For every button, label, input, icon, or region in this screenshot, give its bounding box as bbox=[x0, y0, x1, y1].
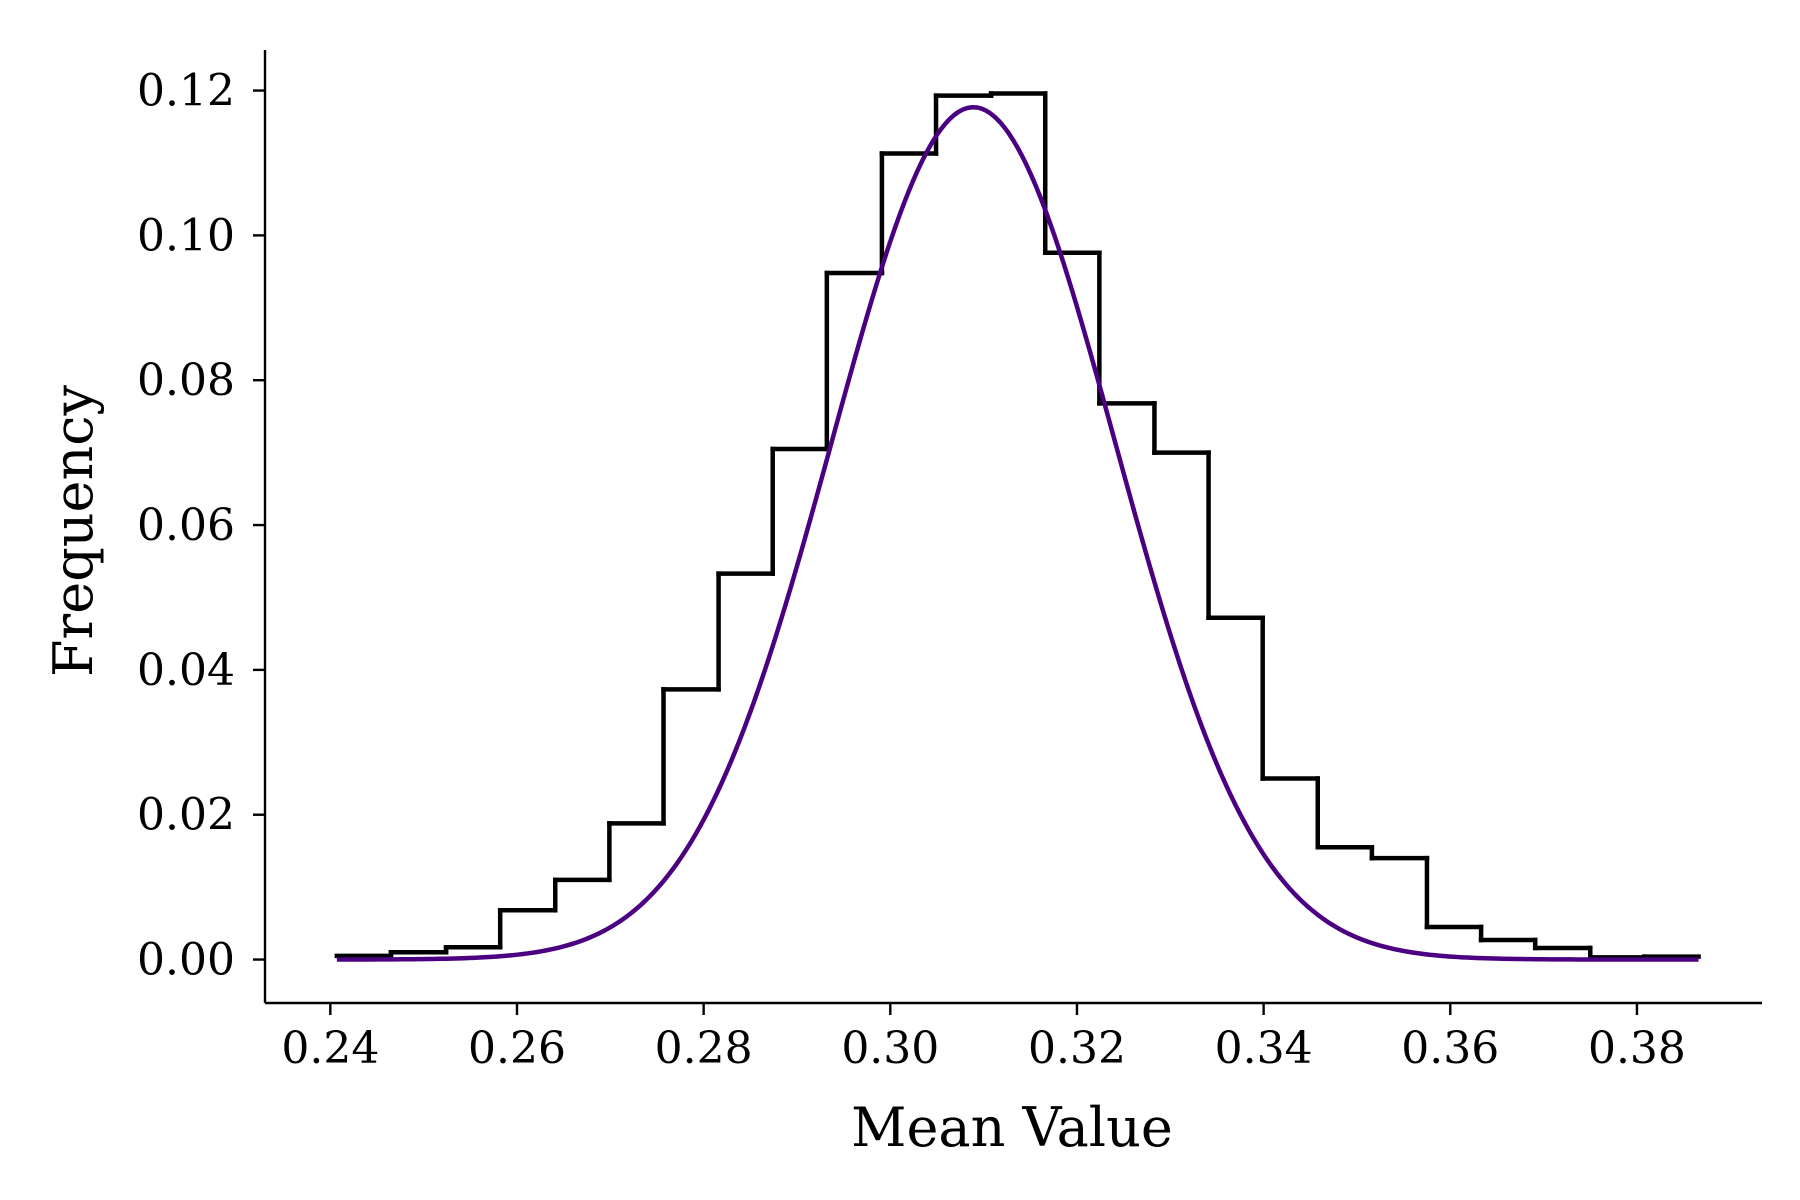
y-tick-label: 0.10 bbox=[137, 210, 235, 261]
y-tick-label: 0.06 bbox=[137, 500, 235, 551]
y-axis-label: Frequency bbox=[42, 384, 105, 677]
histogram-bin bbox=[933, 93, 994, 156]
x-tick-label: 0.28 bbox=[655, 1023, 753, 1074]
histogram-bin bbox=[770, 446, 830, 576]
histogram-bin bbox=[1152, 401, 1211, 455]
histogram-bin bbox=[1315, 776, 1375, 850]
histogram-bin bbox=[1424, 855, 1484, 930]
histogram-bin bbox=[661, 687, 721, 826]
histogram-bin bbox=[553, 877, 612, 913]
x-tick-label: 0.30 bbox=[841, 1023, 939, 1074]
x-tick-label: 0.34 bbox=[1215, 1023, 1313, 1074]
y-axis: 0.00 0.02 0.04 0.06 0.08 0.10 0.12 bbox=[137, 50, 267, 1003]
histogram-bin bbox=[879, 151, 939, 276]
histogram-bin bbox=[388, 950, 449, 959]
x-axis-label: Mean Value bbox=[851, 1096, 1173, 1159]
plot-area bbox=[334, 91, 1701, 962]
histogram-bin bbox=[607, 821, 666, 883]
y-tick-label: 0.04 bbox=[137, 645, 235, 696]
histogram-bin bbox=[1042, 91, 1102, 256]
x-tick-label: 0.36 bbox=[1401, 1023, 1499, 1074]
histogram-bin bbox=[988, 91, 1048, 98]
x-axis: 0.24 0.26 0.28 0.30 0.32 0.34 0.36 0.38 bbox=[265, 1001, 1762, 1074]
histogram-bin bbox=[1478, 924, 1538, 943]
histogram-bin bbox=[1369, 845, 1430, 861]
x-tick-label: 0.24 bbox=[281, 1023, 379, 1074]
histogram-bin bbox=[443, 944, 503, 955]
histogram-bin bbox=[1532, 937, 1593, 951]
histogram-bin bbox=[1260, 615, 1321, 781]
x-tick-label: 0.38 bbox=[1588, 1023, 1686, 1074]
x-tick-label: 0.26 bbox=[468, 1023, 566, 1074]
histogram-bin bbox=[1206, 450, 1265, 620]
histogram-bin bbox=[1642, 954, 1701, 960]
histogram-bin bbox=[716, 571, 775, 692]
histogram-bin bbox=[497, 908, 558, 950]
fit-curve-line bbox=[336, 104, 1699, 962]
histogram-bin bbox=[824, 270, 885, 452]
histogram-bin bbox=[1588, 945, 1647, 960]
y-tick-label: 0.08 bbox=[137, 355, 235, 406]
y-tick-label: 0.12 bbox=[137, 66, 235, 117]
histogram-bin bbox=[1097, 250, 1157, 406]
y-tick-label: 0.00 bbox=[137, 935, 235, 986]
y-tick-label: 0.02 bbox=[137, 790, 235, 841]
x-tick-label: 0.32 bbox=[1028, 1023, 1126, 1074]
